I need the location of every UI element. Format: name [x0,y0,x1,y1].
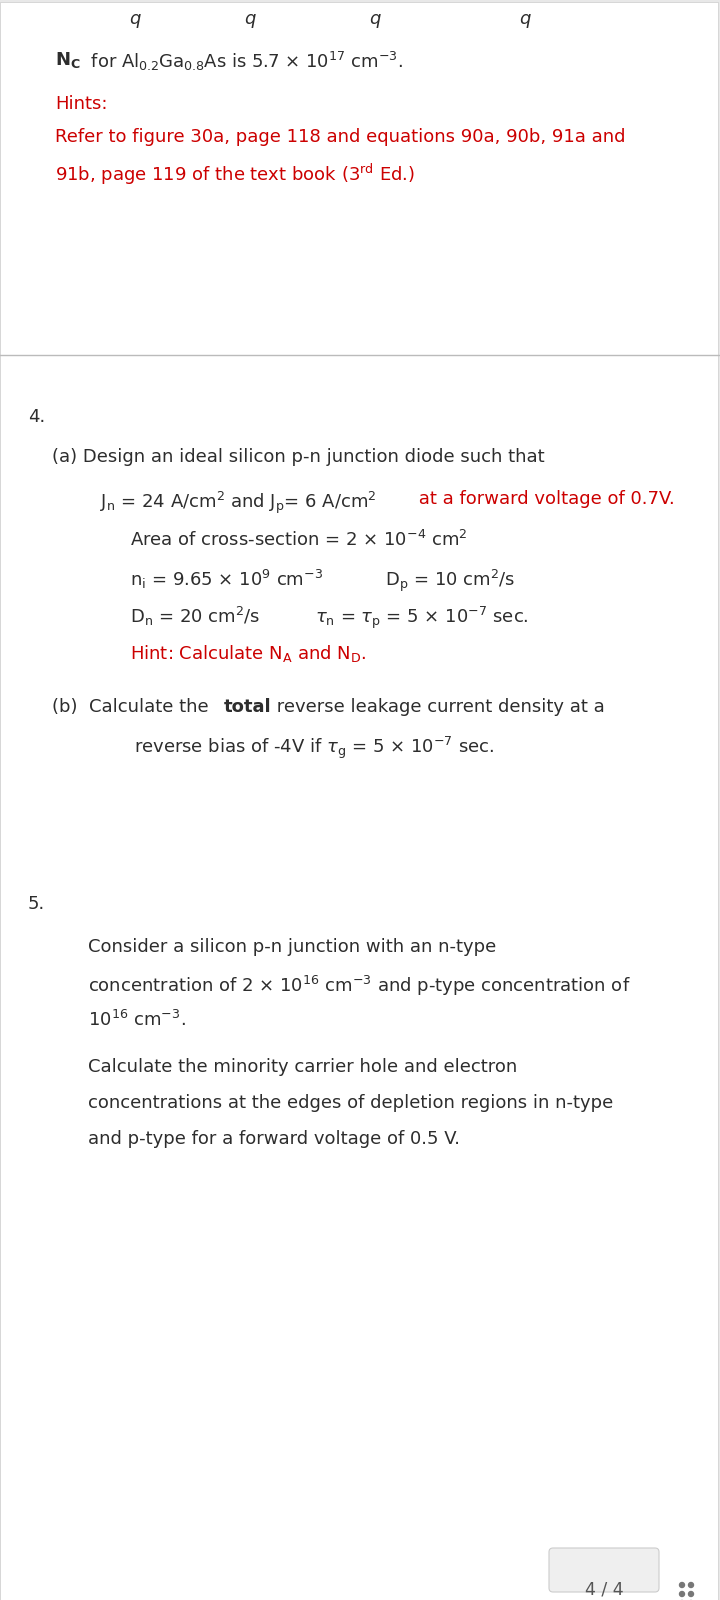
Text: for Al$_{0.2}$Ga$_{0.8}$As is 5.7 $\times$ 10$^{17}$ cm$^{-3}$.: for Al$_{0.2}$Ga$_{0.8}$As is 5.7 $\time… [85,50,403,74]
Text: $q$: $q$ [243,11,256,30]
Text: Calculate the minority carrier hole and electron: Calculate the minority carrier hole and … [88,1058,517,1075]
Text: N$_\mathregular{C}$: N$_\mathregular{C}$ [55,50,81,70]
Text: J$_\mathregular{n}$ = 24 A/cm$^2$ and J$_\mathregular{p}$= 6 A/cm$^2$: J$_\mathregular{n}$ = 24 A/cm$^2$ and J$… [100,490,377,517]
Text: $q$: $q$ [518,11,531,30]
Text: $q$: $q$ [129,11,141,30]
Text: D$_\mathregular{p}$ = 10 cm$^2$/s: D$_\mathregular{p}$ = 10 cm$^2$/s [385,568,516,594]
Text: n$_\mathregular{i}$ = 9.65 $\times$ 10$^9$ cm$^{-3}$: n$_\mathregular{i}$ = 9.65 $\times$ 10$^… [130,568,323,590]
Text: 10$^{16}$ cm$^{-3}$.: 10$^{16}$ cm$^{-3}$. [88,1010,186,1030]
Text: total: total [224,698,271,717]
Text: and p-type for a forward voltage of 0.5 V.: and p-type for a forward voltage of 0.5 … [88,1130,460,1149]
Text: reverse bias of -4V if $\tau_\mathregular{g}$ = 5 $\times$ 10$^{-7}$ sec.: reverse bias of -4V if $\tau_\mathregula… [134,734,494,762]
Text: D$_\mathregular{n}$ = 20 cm$^2$/s: D$_\mathregular{n}$ = 20 cm$^2$/s [130,605,261,629]
Text: 5.: 5. [28,894,45,914]
Text: Consider a silicon p-n junction with an n-type: Consider a silicon p-n junction with an … [88,938,496,955]
Text: $q$: $q$ [369,11,382,30]
Text: Hints:: Hints: [55,94,107,114]
Circle shape [688,1592,693,1597]
Text: Hint: Calculate N$_\mathregular{A}$ and N$_\mathregular{D}$.: Hint: Calculate N$_\mathregular{A}$ and … [130,643,366,664]
Circle shape [680,1592,685,1597]
Text: $\tau_\mathregular{n}$ = $\tau_\mathregular{p}$ = 5 $\times$ 10$^{-7}$ sec.: $\tau_\mathregular{n}$ = $\tau_\mathregu… [315,605,528,632]
Text: at a forward voltage of 0.7V.: at a forward voltage of 0.7V. [413,490,675,509]
Text: Area of cross-section = 2 $\times$ 10$^{-4}$ cm$^2$: Area of cross-section = 2 $\times$ 10$^{… [130,530,468,550]
Text: 91b, page 119 of the text book (3$^\mathregular{rd}$ Ed.): 91b, page 119 of the text book (3$^\math… [55,162,415,187]
Circle shape [688,1582,693,1587]
Text: (a) Design an ideal silicon p-n junction diode such that: (a) Design an ideal silicon p-n junction… [52,448,544,466]
FancyBboxPatch shape [549,1549,659,1592]
Circle shape [680,1582,685,1587]
Text: 4.: 4. [28,408,45,426]
Text: reverse leakage current density at a: reverse leakage current density at a [271,698,605,717]
Text: 4 / 4: 4 / 4 [585,1581,624,1598]
Text: Refer to figure 30a, page 118 and equations 90a, 90b, 91a and: Refer to figure 30a, page 118 and equati… [55,128,626,146]
Text: concentration of 2 $\times$ 10$^{16}$ cm$^{-3}$ and p-type concentration of: concentration of 2 $\times$ 10$^{16}$ cm… [88,974,631,998]
Text: (b)  Calculate the: (b) Calculate the [52,698,215,717]
Text: concentrations at the edges of depletion regions in n-type: concentrations at the edges of depletion… [88,1094,613,1112]
